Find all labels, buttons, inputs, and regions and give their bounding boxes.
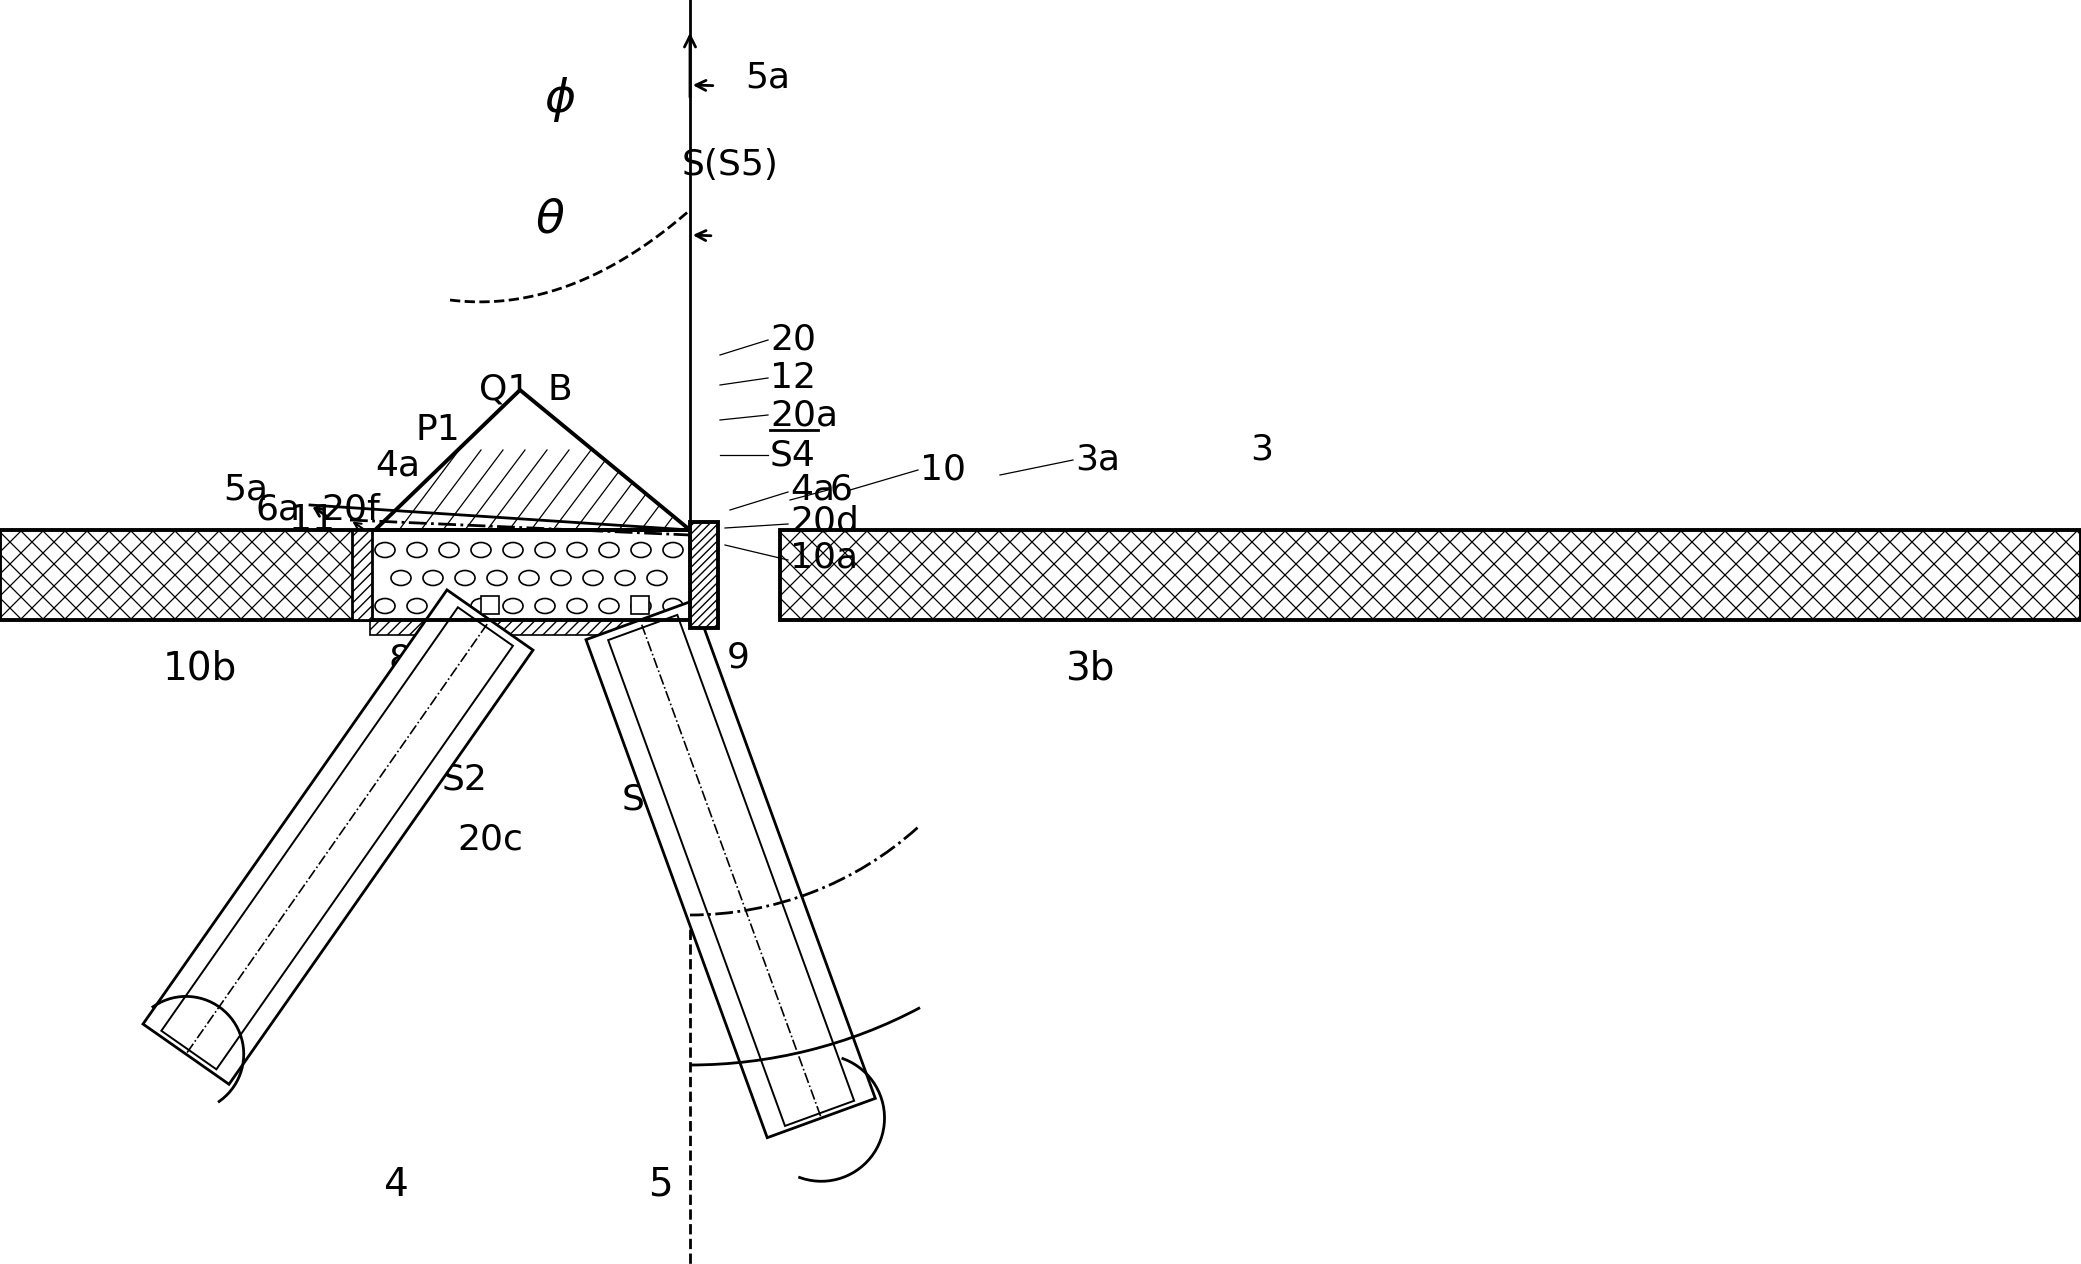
Bar — [352, 530, 372, 621]
Text: 8: 8 — [389, 643, 412, 678]
Ellipse shape — [470, 542, 491, 557]
Ellipse shape — [504, 542, 522, 557]
Text: 3b: 3b — [1065, 648, 1115, 688]
Text: 4: 4 — [383, 1165, 408, 1205]
Text: 5a: 5a — [745, 61, 791, 95]
Ellipse shape — [391, 570, 412, 585]
Bar — [691, 522, 718, 628]
Ellipse shape — [631, 598, 651, 613]
Ellipse shape — [504, 598, 522, 613]
Text: B: B — [547, 373, 572, 407]
Ellipse shape — [408, 542, 427, 557]
Polygon shape — [587, 600, 876, 1138]
Text: 20e: 20e — [705, 803, 774, 837]
Text: 11: 11 — [289, 503, 335, 537]
Text: $\phi$: $\phi$ — [543, 76, 576, 124]
Polygon shape — [162, 607, 512, 1069]
Ellipse shape — [456, 570, 474, 585]
Text: 12: 12 — [770, 362, 816, 394]
Text: S3: S3 — [622, 782, 668, 817]
Ellipse shape — [664, 542, 683, 557]
Polygon shape — [144, 590, 533, 1085]
Ellipse shape — [566, 598, 587, 613]
Text: 4a: 4a — [375, 447, 420, 482]
Ellipse shape — [551, 570, 570, 585]
Text: $\theta$: $\theta$ — [535, 197, 566, 243]
Polygon shape — [375, 391, 691, 530]
Ellipse shape — [631, 542, 651, 557]
Text: 5: 5 — [647, 1165, 672, 1205]
Text: 6: 6 — [830, 473, 853, 507]
Text: S4: S4 — [770, 439, 816, 471]
Ellipse shape — [566, 542, 587, 557]
Bar — [780, 530, 2081, 621]
Polygon shape — [631, 597, 649, 614]
Text: 20: 20 — [770, 324, 816, 356]
Text: 20d: 20d — [791, 506, 859, 538]
Ellipse shape — [375, 598, 395, 613]
Ellipse shape — [535, 542, 556, 557]
Text: Q1: Q1 — [479, 373, 531, 407]
Text: 20c: 20c — [458, 823, 522, 857]
Text: 5a: 5a — [223, 473, 268, 507]
Text: 9: 9 — [726, 641, 749, 675]
Ellipse shape — [664, 598, 683, 613]
Text: 10b: 10b — [162, 648, 237, 688]
Polygon shape — [608, 614, 853, 1126]
Ellipse shape — [599, 542, 618, 557]
Polygon shape — [481, 597, 499, 614]
Text: S(S5): S(S5) — [683, 148, 778, 182]
Text: 20f: 20f — [320, 493, 381, 527]
Bar — [370, 530, 691, 621]
Text: 3a: 3a — [1076, 442, 1120, 477]
Text: 20a: 20a — [770, 398, 839, 432]
Ellipse shape — [408, 598, 427, 613]
Ellipse shape — [535, 598, 556, 613]
Ellipse shape — [422, 570, 443, 585]
Ellipse shape — [518, 570, 539, 585]
Ellipse shape — [470, 598, 491, 613]
Polygon shape — [370, 621, 691, 635]
Ellipse shape — [616, 570, 635, 585]
Text: 3: 3 — [1251, 434, 1274, 466]
Bar — [0, 530, 389, 621]
Text: S2: S2 — [441, 763, 487, 798]
Ellipse shape — [647, 570, 668, 585]
Ellipse shape — [583, 570, 603, 585]
Ellipse shape — [439, 598, 460, 613]
Text: 10a: 10a — [791, 541, 857, 575]
Ellipse shape — [375, 542, 395, 557]
Ellipse shape — [487, 570, 508, 585]
Text: 4a: 4a — [791, 473, 834, 507]
Ellipse shape — [439, 542, 460, 557]
Text: 10: 10 — [920, 453, 966, 487]
Ellipse shape — [599, 598, 618, 613]
Text: 6a: 6a — [256, 493, 300, 527]
Text: P1: P1 — [416, 413, 460, 447]
